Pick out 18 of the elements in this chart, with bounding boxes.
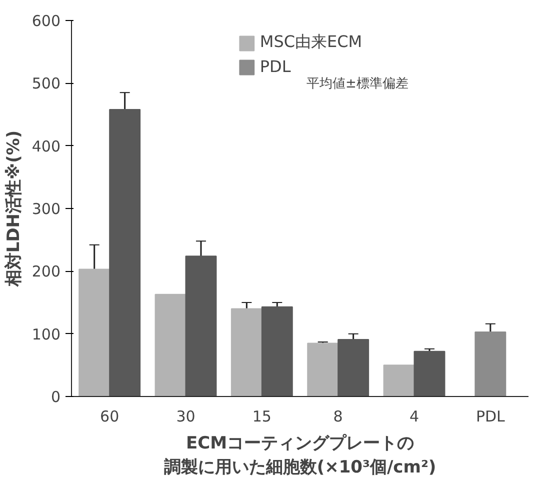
x-tick-label: 8 — [333, 408, 343, 426]
x-tick-label: 4 — [409, 408, 420, 426]
y-tick-label: 200 — [32, 262, 61, 281]
y-tick-label: 100 — [32, 325, 61, 344]
legend-label: MSC由来ECM — [260, 32, 362, 53]
y-axis-title: 相対LDH活性※(%) — [4, 130, 24, 288]
y-tick-label: 300 — [32, 200, 61, 218]
x-tick-label: 30 — [176, 408, 196, 426]
y-tick-label: 0 — [50, 388, 61, 406]
annotation: 平均値±標準偏差 — [306, 76, 408, 92]
y-tick-label: 600 — [32, 12, 61, 30]
y-tick-label: 500 — [32, 74, 61, 93]
y-tick-label: 400 — [32, 137, 61, 156]
x-tick-label: 60 — [100, 408, 120, 426]
x-tick-label: PDL — [476, 408, 506, 426]
legend-label: PDL — [260, 57, 291, 76]
x-tick-label: 15 — [252, 408, 272, 426]
x-axis-title: ECMコーティングプレートの調製に用いた細胞数(×10³個/cm²) — [164, 434, 436, 478]
